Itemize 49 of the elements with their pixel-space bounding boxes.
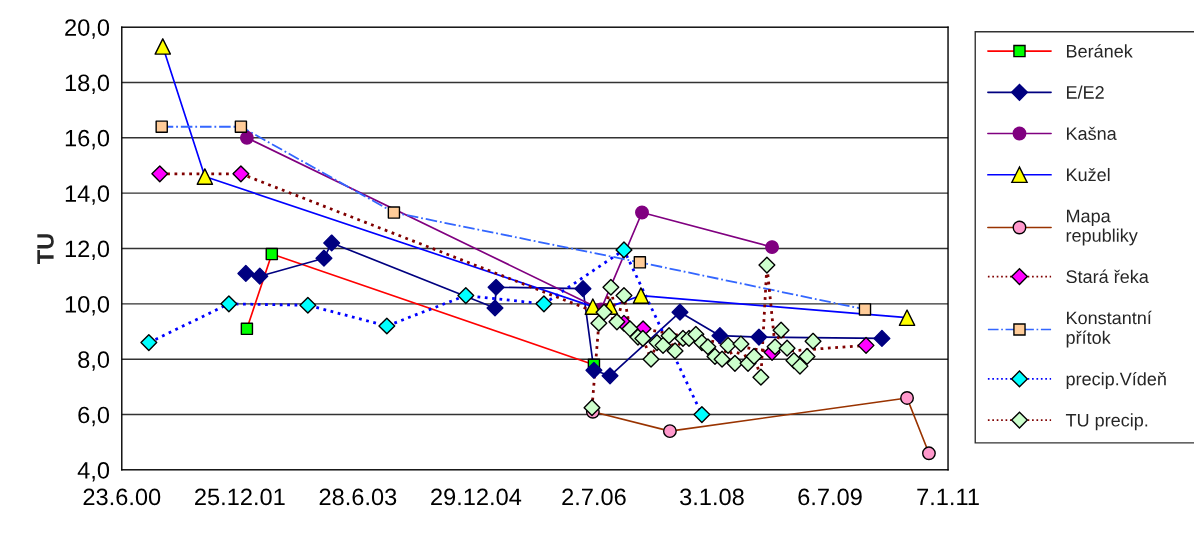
- point: [196, 168, 214, 185]
- y-tick-label: 18,0: [65, 74, 110, 95]
- legend-label: Stará řeka: [1066, 269, 1149, 284]
- legend-label: Kašna: [1067, 126, 1117, 141]
- legend-label: Kužel: [1067, 167, 1110, 182]
- y-tick-label: 14,0: [65, 185, 110, 205]
- point: [299, 296, 317, 314]
- point: [151, 165, 169, 183]
- x-tick-label: 28.6.03: [319, 488, 397, 506]
- point: [858, 303, 872, 316]
- point: [857, 336, 875, 354]
- point: [535, 295, 553, 313]
- point: [387, 206, 401, 219]
- point: [234, 120, 248, 133]
- legend-label: TU precip.: [1065, 413, 1148, 431]
- y-tick-label: 20,0: [65, 19, 110, 39]
- y-axis-title: TU: [37, 234, 54, 264]
- point: [154, 38, 172, 55]
- point: [615, 241, 633, 259]
- point: [693, 406, 711, 424]
- legend-label: Beránek: [1067, 44, 1133, 58]
- y-tick-label: 12,0: [65, 240, 110, 261]
- point: [155, 120, 168, 133]
- x-tick-label: 2.7.06: [562, 488, 626, 506]
- point: [633, 256, 647, 269]
- legend-label: E/E2: [1067, 85, 1104, 99]
- x-tick-label: 23.6.00: [83, 488, 161, 506]
- x-tick-label: 6.7.09: [798, 488, 862, 506]
- y-tick-label: 8,0: [78, 351, 110, 371]
- y-tick-label: 4,0: [77, 461, 110, 482]
- y-tick-label: 10,0: [65, 295, 110, 316]
- point: [632, 287, 650, 304]
- legend-label: Mapa republiky: [1066, 209, 1138, 246]
- point: [898, 309, 916, 327]
- point: [240, 322, 254, 336]
- y-tick-label: 16,0: [65, 129, 110, 150]
- point: [265, 247, 279, 261]
- point: [378, 317, 396, 335]
- x-tick-label: 3.1.08: [680, 488, 744, 506]
- x-tick-label: 25.12.01: [195, 488, 285, 506]
- x-tick-label: 7.1.11: [917, 488, 979, 506]
- point: [232, 165, 250, 183]
- point: [140, 334, 158, 352]
- x-tick-label: 29.12.04: [431, 488, 522, 506]
- point: [457, 287, 475, 305]
- legend-label: precip.Vídeň: [1066, 371, 1166, 389]
- point: [220, 295, 238, 313]
- y-tick-label: 6,0: [78, 406, 110, 427]
- legend-label: Konstantní přítok: [1066, 310, 1152, 348]
